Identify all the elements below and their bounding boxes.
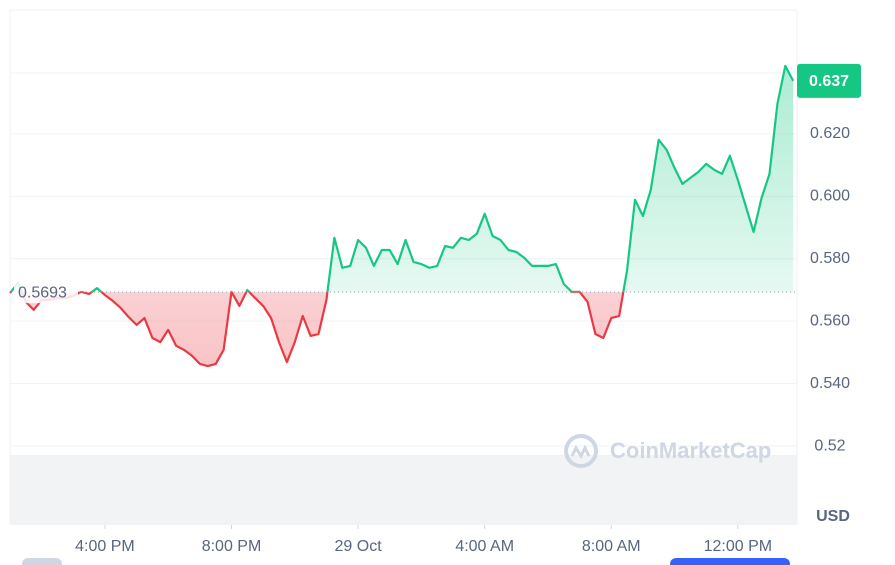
- current-price-badge: [797, 63, 861, 98]
- x-tick-label: 4:00 PM: [75, 538, 135, 555]
- y-tick-label: 0.560: [810, 312, 850, 329]
- price-line-down: [9, 292, 625, 368]
- price-line-up: [9, 64, 795, 293]
- scroll-handle: [22, 558, 62, 565]
- y-tick-label: 0.540: [810, 375, 850, 392]
- baseline-label: 0.5693: [18, 284, 67, 301]
- currency-label: USD: [816, 508, 850, 525]
- watermark: CoinMarketCap: [610, 438, 771, 463]
- current-price-label: 0.637: [809, 73, 849, 90]
- x-tick-label: 8:00 AM: [582, 538, 641, 555]
- x-tick-label: 4:00 AM: [455, 538, 514, 555]
- y-tick-label: 0.620: [810, 125, 850, 142]
- x-tick-label: 29 Oct: [335, 538, 383, 555]
- y-tick-label: 0.52: [814, 437, 845, 454]
- plot: [9, 64, 797, 529]
- y-tick-label: 0.600: [810, 188, 850, 205]
- area-down: [10, 292, 794, 367]
- y-tick-label: 0.580: [810, 250, 850, 267]
- baseline-label-bg: [14, 281, 78, 304]
- range-handle: [670, 558, 790, 565]
- area-up: [10, 65, 794, 293]
- volume-area: [10, 455, 797, 525]
- x-tick-label: 12:00 PM: [704, 538, 772, 555]
- watermark-logo: [564, 434, 598, 468]
- x-tick-label: 8:00 PM: [202, 538, 262, 555]
